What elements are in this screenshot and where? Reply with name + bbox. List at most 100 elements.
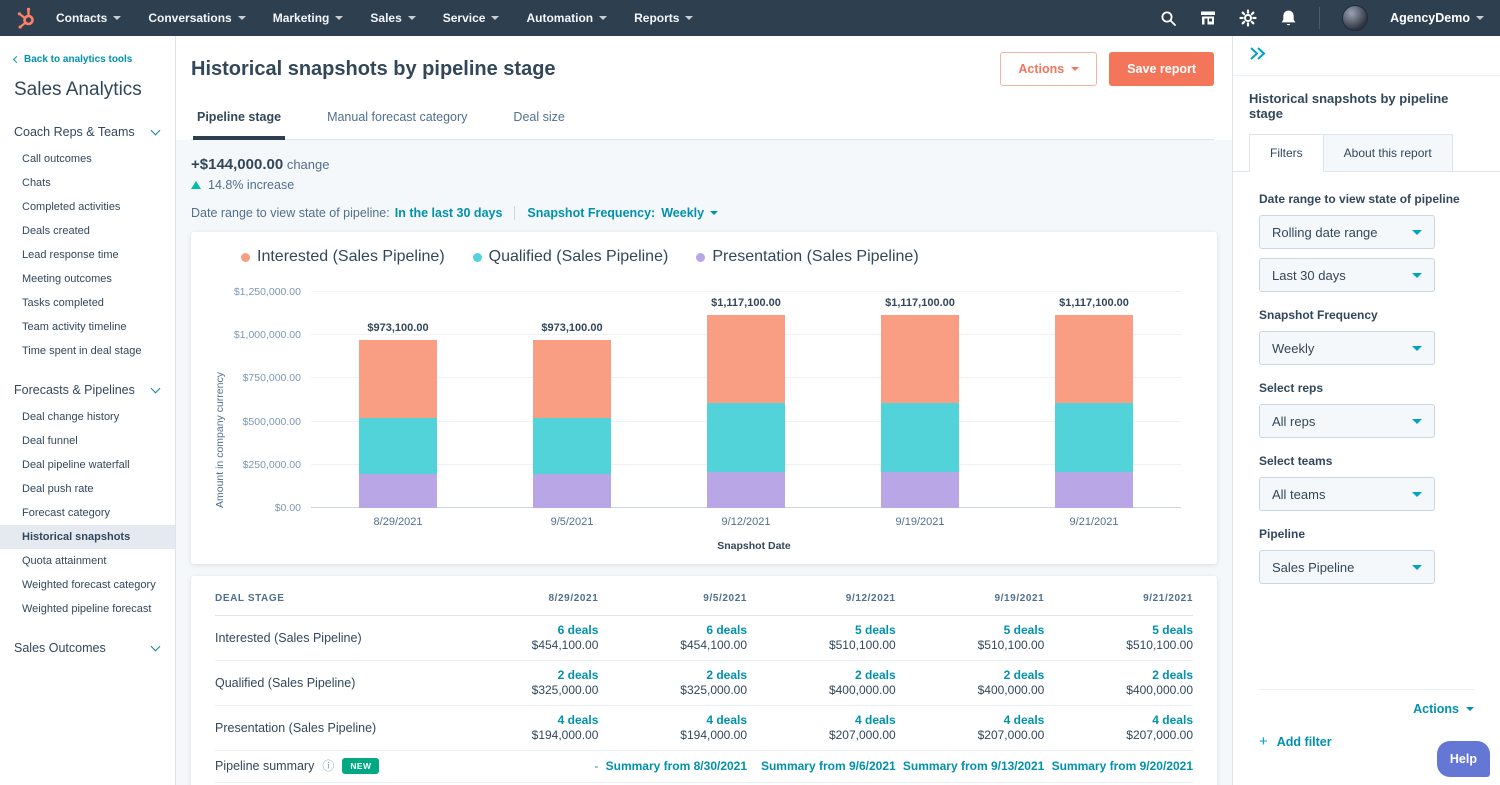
- avatar[interactable]: [1342, 5, 1368, 31]
- value-cell: 5 deals$510,100.00: [1044, 616, 1193, 661]
- panel-actions-link[interactable]: Actions: [1259, 702, 1474, 716]
- nav-item-marketing[interactable]: Marketing: [273, 11, 344, 25]
- info-icon[interactable]: ⓘ: [322, 760, 334, 772]
- bar-segment-presentation-sales-pipeline[interactable]: [881, 472, 959, 508]
- nav-item-automation[interactable]: Automation: [526, 11, 607, 25]
- dropdown-sales-pipeline[interactable]: Sales Pipeline: [1259, 550, 1435, 584]
- bar-segment-presentation-sales-pipeline[interactable]: [1055, 472, 1133, 508]
- deals-link[interactable]: 2 deals: [747, 668, 896, 682]
- tab-pipeline-stage[interactable]: Pipeline stage: [193, 102, 285, 140]
- bar-segment-presentation-sales-pipeline[interactable]: [533, 474, 611, 508]
- sidebar-item-time-spent-in-deal-stage[interactable]: Time spent in deal stage: [0, 339, 175, 363]
- deals-link[interactable]: 4 deals: [747, 713, 896, 727]
- snapshot-frequency-link[interactable]: Snapshot Frequency: Weekly: [527, 206, 718, 220]
- back-to-analytics-link[interactable]: Back to analytics tools: [0, 52, 175, 71]
- deals-link[interactable]: 2 deals: [598, 668, 747, 682]
- chart-legend: Interested (Sales Pipeline) Qualified (Sa…: [211, 248, 1197, 266]
- summary-link[interactable]: Summary from 9/13/2021: [903, 759, 1044, 773]
- summary-link[interactable]: Summary from 8/30/2021: [606, 759, 747, 773]
- legend-item-interested-sales-pipeline[interactable]: Interested (Sales Pipeline): [241, 248, 445, 266]
- marketplace-icon[interactable]: [1199, 9, 1217, 27]
- nav-item-service[interactable]: Service: [443, 11, 500, 25]
- sidebar-item-completed-activities[interactable]: Completed activities: [0, 195, 175, 219]
- dropdown-last-30-days[interactable]: Last 30 days: [1259, 258, 1435, 292]
- summary-link[interactable]: Summary from 9/20/2021: [1052, 759, 1193, 773]
- bar-segment-presentation-sales-pipeline[interactable]: [707, 472, 785, 508]
- sidebar-item-quota-attainment[interactable]: Quota attainment: [0, 549, 175, 573]
- deals-link[interactable]: 5 deals: [1044, 623, 1193, 637]
- deals-link[interactable]: 4 deals: [896, 713, 1045, 727]
- sidebar-section-forecasts-pipelines[interactable]: Forecasts & Pipelines: [0, 363, 175, 405]
- notifications-bell-icon[interactable]: [1279, 9, 1297, 27]
- deals-link[interactable]: 5 deals: [747, 623, 896, 637]
- search-icon[interactable]: [1159, 9, 1177, 27]
- sidebar-item-deals-created[interactable]: Deals created: [0, 219, 175, 243]
- dropdown-rolling-date-range[interactable]: Rolling date range: [1259, 215, 1435, 249]
- account-menu[interactable]: AgencyDemo: [1390, 11, 1484, 25]
- dropdown-all-teams[interactable]: All teams: [1259, 477, 1435, 511]
- save-report-button[interactable]: Save report: [1109, 52, 1214, 86]
- bar-segment-interested-sales-pipeline[interactable]: [359, 340, 437, 418]
- sidebar-item-lead-response-time[interactable]: Lead response time: [0, 243, 175, 267]
- bar-segment-presentation-sales-pipeline[interactable]: [359, 474, 437, 508]
- sidebar: Back to analytics tools Sales Analytics …: [0, 36, 176, 785]
- plus-icon: +: [1259, 734, 1268, 749]
- summary-link[interactable]: Summary from 9/6/2021: [761, 759, 896, 773]
- deals-link[interactable]: 6 deals: [598, 623, 747, 637]
- collapse-panel-icon[interactable]: [1249, 46, 1266, 66]
- bar-segment-qualified-sales-pipeline[interactable]: [359, 418, 437, 474]
- deals-link[interactable]: 2 deals: [450, 668, 599, 682]
- sidebar-item-historical-snapshots[interactable]: Historical snapshots: [0, 525, 175, 549]
- tab-manual-forecast-category[interactable]: Manual forecast category: [323, 102, 471, 140]
- hubspot-logo-icon[interactable]: [14, 5, 40, 31]
- deals-link[interactable]: 5 deals: [896, 623, 1045, 637]
- sidebar-item-deal-change-history[interactable]: Deal change history: [0, 405, 175, 429]
- actions-button[interactable]: Actions: [1000, 52, 1097, 86]
- sidebar-item-forecast-category[interactable]: Forecast category: [0, 501, 175, 525]
- deals-link[interactable]: 6 deals: [450, 623, 599, 637]
- sidebar-section-sales-outcomes[interactable]: Sales Outcomes: [0, 621, 175, 663]
- settings-gear-icon[interactable]: [1239, 9, 1257, 27]
- sidebar-item-team-activity-timeline[interactable]: Team activity timeline: [0, 315, 175, 339]
- sidebar-item-tasks-completed[interactable]: Tasks completed: [0, 291, 175, 315]
- deals-link[interactable]: 2 deals: [1044, 668, 1193, 682]
- tab-about-this-report[interactable]: About this report: [1324, 134, 1453, 172]
- deals-link[interactable]: 4 deals: [450, 713, 599, 727]
- deals-link[interactable]: 2 deals: [896, 668, 1045, 682]
- sidebar-item-deal-pipeline-waterfall[interactable]: Deal pipeline waterfall: [0, 453, 175, 477]
- bar-segment-qualified-sales-pipeline[interactable]: [707, 403, 785, 472]
- sidebar-item-call-outcomes[interactable]: Call outcomes: [0, 147, 175, 171]
- dropdown-all-reps[interactable]: All reps: [1259, 404, 1435, 438]
- bar-segment-qualified-sales-pipeline[interactable]: [1055, 403, 1133, 472]
- value-cell: 4 deals$207,000.00: [896, 706, 1045, 751]
- dropdown-weekly[interactable]: Weekly: [1259, 331, 1435, 365]
- legend-item-presentation-sales-pipeline[interactable]: Presentation (Sales Pipeline): [696, 248, 918, 266]
- tab-deal-size[interactable]: Deal size: [509, 102, 568, 140]
- nav-item-conversations[interactable]: Conversations: [148, 11, 245, 25]
- bar-segment-interested-sales-pipeline[interactable]: [707, 315, 785, 403]
- sidebar-section-coach-reps-teams[interactable]: Coach Reps & Teams: [0, 105, 175, 147]
- sidebar-item-weighted-pipeline-forecast[interactable]: Weighted pipeline forecast: [0, 597, 175, 621]
- deals-link[interactable]: 4 deals: [598, 713, 747, 727]
- sidebar-item-meeting-outcomes[interactable]: Meeting outcomes: [0, 267, 175, 291]
- bar-segment-interested-sales-pipeline[interactable]: [881, 315, 959, 403]
- nav-item-contacts[interactable]: Contacts: [56, 11, 121, 25]
- legend-item-qualified-sales-pipeline[interactable]: Qualified (Sales Pipeline): [473, 248, 669, 266]
- bar-segment-qualified-sales-pipeline[interactable]: [881, 403, 959, 472]
- sidebar-item-deal-push-rate[interactable]: Deal push rate: [0, 477, 175, 501]
- sidebar-item-weighted-forecast-category[interactable]: Weighted forecast category: [0, 573, 175, 597]
- bar-segment-interested-sales-pipeline[interactable]: [1055, 315, 1133, 403]
- change-metrics: +$144,000.00 change 14.8% increase: [176, 140, 1232, 192]
- tab-filters[interactable]: Filters: [1249, 134, 1324, 172]
- bar-segment-qualified-sales-pipeline[interactable]: [533, 418, 611, 474]
- nav-item-reports[interactable]: Reports: [634, 11, 693, 25]
- sidebar-item-chats[interactable]: Chats: [0, 171, 175, 195]
- sidebar-nav: Coach Reps & TeamsCall outcomesChatsComp…: [0, 105, 175, 663]
- deals-link[interactable]: 4 deals: [1044, 713, 1193, 727]
- help-button[interactable]: Help: [1437, 741, 1490, 777]
- sidebar-item-deal-funnel[interactable]: Deal funnel: [0, 429, 175, 453]
- pipeline-summary-label-cell: Pipeline summaryⓘNEW: [215, 751, 450, 783]
- nav-item-sales[interactable]: Sales: [370, 11, 415, 25]
- bar-segment-interested-sales-pipeline[interactable]: [533, 340, 611, 418]
- date-range-value-link[interactable]: In the last 30 days: [395, 206, 503, 220]
